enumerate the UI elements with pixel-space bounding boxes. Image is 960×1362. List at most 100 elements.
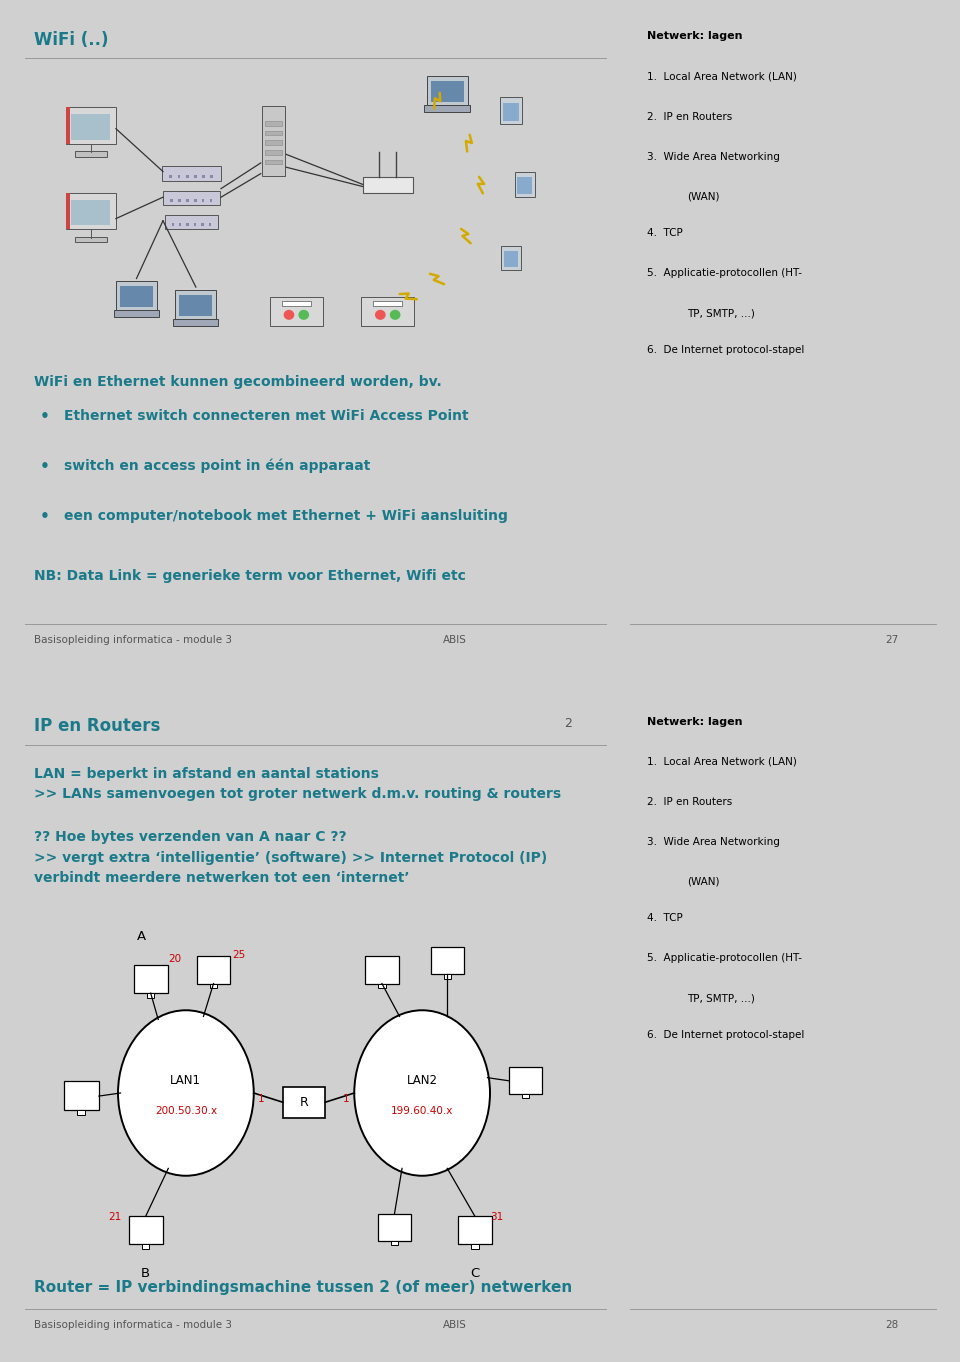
Bar	[194, 223, 196, 226]
Text: ABIS: ABIS	[443, 635, 467, 644]
Text: 4.  TCP: 4. TCP	[647, 229, 683, 238]
Bar	[517, 177, 532, 193]
Text: 27: 27	[885, 635, 899, 644]
Text: A: A	[137, 930, 146, 944]
Bar	[471, 1245, 479, 1249]
Bar	[163, 191, 220, 206]
Text: 28: 28	[885, 1320, 899, 1329]
Bar	[265, 159, 281, 165]
Bar	[173, 319, 219, 326]
Bar	[179, 223, 181, 226]
Bar	[65, 108, 116, 144]
Bar	[65, 193, 116, 229]
Bar	[169, 174, 172, 178]
Bar	[458, 1216, 492, 1245]
Bar	[75, 151, 107, 157]
Text: een computer/notebook met Ethernet + WiFi aansluiting: een computer/notebook met Ethernet + WiF…	[64, 508, 508, 523]
Text: Ethernet switch connecteren met WiFi Access Point: Ethernet switch connecteren met WiFi Acc…	[64, 409, 468, 422]
Text: WiFi (..): WiFi (..)	[34, 31, 108, 49]
Text: 1.  Local Area Network (LAN): 1. Local Area Network (LAN)	[647, 756, 797, 767]
Text: •: •	[40, 459, 50, 474]
Bar	[366, 956, 398, 983]
Bar	[197, 956, 230, 983]
Bar	[142, 1245, 150, 1249]
Text: ?? Hoe bytes verzenden van A naar C ??
>> vergt extra ‘intelligentie’ (software): ?? Hoe bytes verzenden van A naar C ?? >…	[34, 829, 547, 885]
Bar	[133, 966, 168, 993]
Bar	[65, 193, 70, 229]
Bar	[210, 174, 213, 178]
Text: 199.60.40.x: 199.60.40.x	[391, 1106, 453, 1117]
Text: TP, SMTP, ...): TP, SMTP, ...)	[687, 993, 756, 1004]
Bar	[391, 1241, 398, 1245]
Text: LAN1: LAN1	[170, 1075, 202, 1087]
Bar	[179, 199, 180, 202]
Bar	[71, 114, 110, 140]
Bar	[500, 97, 522, 124]
Text: 2.  IP en Routers: 2. IP en Routers	[647, 112, 732, 121]
Bar	[515, 172, 535, 197]
Text: 5.  Applicatie-protocollen (HT-: 5. Applicatie-protocollen (HT-	[647, 953, 802, 963]
Bar	[270, 297, 324, 326]
Bar	[172, 223, 174, 226]
Text: 21: 21	[108, 1212, 121, 1222]
Text: 3.  Wide Area Networking: 3. Wide Area Networking	[647, 836, 780, 847]
Bar	[63, 1081, 99, 1110]
Text: TP, SMTP, ...): TP, SMTP, ...)	[687, 308, 756, 319]
Bar	[161, 166, 221, 181]
Text: 2: 2	[564, 716, 572, 730]
Text: 6.  De Internet protocol-stapel: 6. De Internet protocol-stapel	[647, 345, 804, 355]
Text: R: R	[300, 1095, 308, 1109]
Bar	[209, 199, 212, 202]
Bar	[164, 215, 218, 229]
Bar	[282, 301, 311, 305]
Text: LAN2: LAN2	[407, 1075, 438, 1087]
Bar	[504, 251, 517, 267]
Bar	[71, 200, 110, 226]
Bar	[265, 131, 281, 135]
Text: 25: 25	[232, 951, 246, 960]
Bar	[202, 199, 204, 202]
Bar	[361, 297, 415, 326]
Circle shape	[299, 309, 309, 320]
Text: Netwerk: lagen: Netwerk: lagen	[647, 716, 742, 726]
Bar	[114, 311, 159, 317]
Bar	[373, 301, 402, 305]
Bar	[503, 102, 518, 121]
Bar	[120, 286, 153, 308]
Bar	[426, 76, 468, 105]
Text: 31: 31	[490, 1212, 503, 1222]
Text: Router = IP verbindingsmachine tussen 2 (of meer) netwerken: Router = IP verbindingsmachine tussen 2 …	[34, 1280, 572, 1295]
Bar	[431, 80, 464, 102]
Bar	[265, 140, 281, 144]
Text: 20: 20	[168, 955, 181, 964]
Text: 1.  Local Area Network (LAN): 1. Local Area Network (LAN)	[647, 72, 797, 82]
Bar	[65, 108, 70, 144]
Text: LAN = beperkt in afstand en aantal stations
>> LANs samenvoegen tot groter netwe: LAN = beperkt in afstand en aantal stati…	[34, 767, 561, 801]
Bar	[424, 105, 469, 112]
Bar	[147, 993, 155, 998]
Text: B: B	[141, 1267, 150, 1280]
Text: 5.  Applicatie-protocollen (HT-: 5. Applicatie-protocollen (HT-	[647, 268, 802, 278]
Bar	[210, 983, 217, 987]
Bar	[282, 1087, 325, 1117]
Bar	[203, 174, 205, 178]
Bar	[129, 1216, 163, 1245]
Text: •: •	[40, 409, 50, 424]
Bar	[444, 974, 451, 979]
Bar	[78, 1110, 85, 1114]
Text: Basisopleiding informatica - module 3: Basisopleiding informatica - module 3	[34, 635, 232, 644]
Bar	[378, 983, 386, 987]
Text: ABIS: ABIS	[443, 1320, 467, 1329]
Bar	[180, 294, 212, 316]
Bar	[501, 247, 520, 270]
Circle shape	[354, 1011, 490, 1175]
Text: 200.50.30.x: 200.50.30.x	[155, 1106, 217, 1117]
Bar	[176, 290, 216, 319]
Text: 1: 1	[344, 1094, 349, 1105]
Text: 4.  TCP: 4. TCP	[647, 914, 683, 923]
Bar	[186, 223, 189, 226]
Text: 6.  De Internet protocol-stapel: 6. De Internet protocol-stapel	[647, 1030, 804, 1041]
Bar	[171, 199, 173, 202]
Bar	[186, 199, 189, 202]
Text: 1: 1	[257, 1094, 264, 1105]
